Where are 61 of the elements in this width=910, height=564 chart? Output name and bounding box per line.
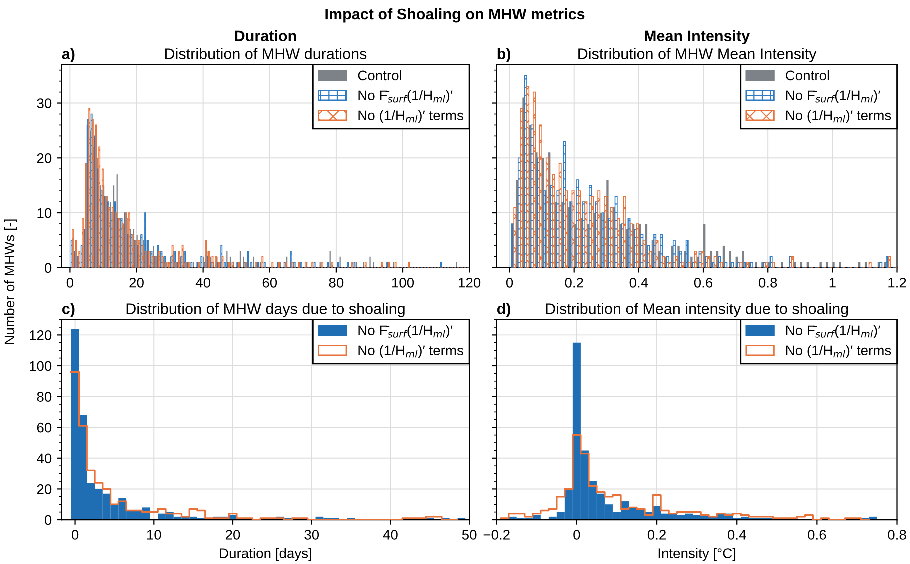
legend-label: No F̄$_{surf}$(1/H$_{ml}$)′ — [786, 325, 880, 338]
legend-label: Control — [358, 70, 402, 81]
legend-label: Control — [786, 70, 830, 81]
x-tick-label: 100 — [392, 278, 414, 288]
text: Impact of Shoaling on MHW metrics — [326, 8, 585, 23]
chart-title: Distribution of MHW durations — [166, 48, 367, 60]
y-tick-label: 20 — [37, 484, 52, 494]
legend-label: No (1/H$_{ml}$)′ terms — [358, 345, 464, 358]
y-tick-label: 20 — [37, 153, 52, 164]
x-axis-title: Intensity [°C] — [658, 548, 736, 562]
y-tick-label: 0 — [44, 515, 52, 526]
x-tick-label: 0.6 — [694, 278, 713, 288]
y-tick-label: 100 — [30, 361, 52, 372]
chart-title: Distribution of MHW Mean Intensity — [578, 48, 817, 62]
chart-title: Distribution of MHW days due to shoaling — [126, 303, 405, 318]
x-tick-label: 80 — [329, 278, 344, 288]
legend-label: No (1/H$_{ml}$)′ terms — [358, 110, 464, 124]
text: d) — [497, 303, 511, 318]
x-tick-label: 30 — [304, 530, 320, 540]
y-tick-label: 120 — [30, 330, 52, 340]
legend-label: No (1/H$_{ml}$)′ terms — [786, 345, 892, 358]
text: b) — [498, 48, 511, 62]
y-axis-title: Number of MHWs [-] — [4, 220, 18, 344]
x-tick-label: 60 — [262, 278, 278, 288]
x-tick-label: 1.2 — [888, 278, 906, 288]
y-tick-label: 10 — [38, 208, 52, 218]
y-tick-label: 60 — [37, 422, 52, 433]
text: Duration — [235, 30, 296, 42]
x-tick-label: 0 — [506, 278, 514, 288]
y-tick-label: 30 — [37, 98, 52, 108]
x-tick-label: 10 — [147, 530, 162, 540]
legend-label: No F̄$_{surf}$(1/H$_{ml}$)′ — [358, 325, 453, 338]
x-tick-label: 0 — [72, 530, 79, 540]
x-tick-label: 0.8 — [758, 278, 778, 288]
x-tick-label: −0.2 — [484, 530, 510, 540]
y-tick-label: 40 — [37, 454, 52, 464]
chart-title: Distribution of Mean intensity due to shoaling — [546, 303, 848, 318]
x-tick-label: 0 — [574, 530, 580, 540]
x-tick-label: 40 — [196, 278, 210, 288]
legend-label: No F̄$_{surf}$(1/H$_{ml}$)′ — [786, 90, 880, 104]
text: c) — [62, 303, 75, 318]
x-tick-label: 0 — [66, 278, 74, 288]
y-tick-label: 0 — [44, 263, 52, 274]
x-tick-label: 1 — [830, 278, 836, 288]
x-tick-label: 20 — [130, 278, 144, 288]
x-tick-label: 0.2 — [648, 530, 666, 540]
x-tick-label: 120 — [459, 278, 481, 288]
text: Mean Intensity — [645, 30, 750, 45]
legend-label: No (1/H$_{ml}$)′ terms — [786, 110, 892, 124]
y-tick-label: 80 — [37, 392, 52, 402]
x-tick-label: 0.6 — [808, 530, 826, 540]
x-tick-label: 40 — [383, 530, 398, 540]
x-tick-label: 20 — [226, 530, 240, 540]
x-tick-label: 0.8 — [888, 530, 906, 540]
x-tick-label: 0.2 — [565, 278, 584, 288]
legend-label: No F̄$_{surf}$(1/H$_{ml}$)′ — [358, 90, 453, 104]
x-tick-label: 0.4 — [728, 530, 746, 540]
x-axis-title: Duration [days] — [220, 548, 312, 562]
x-tick-label: 50 — [462, 530, 477, 540]
x-tick-label: 0.4 — [630, 278, 648, 288]
text: a) — [62, 48, 75, 62]
